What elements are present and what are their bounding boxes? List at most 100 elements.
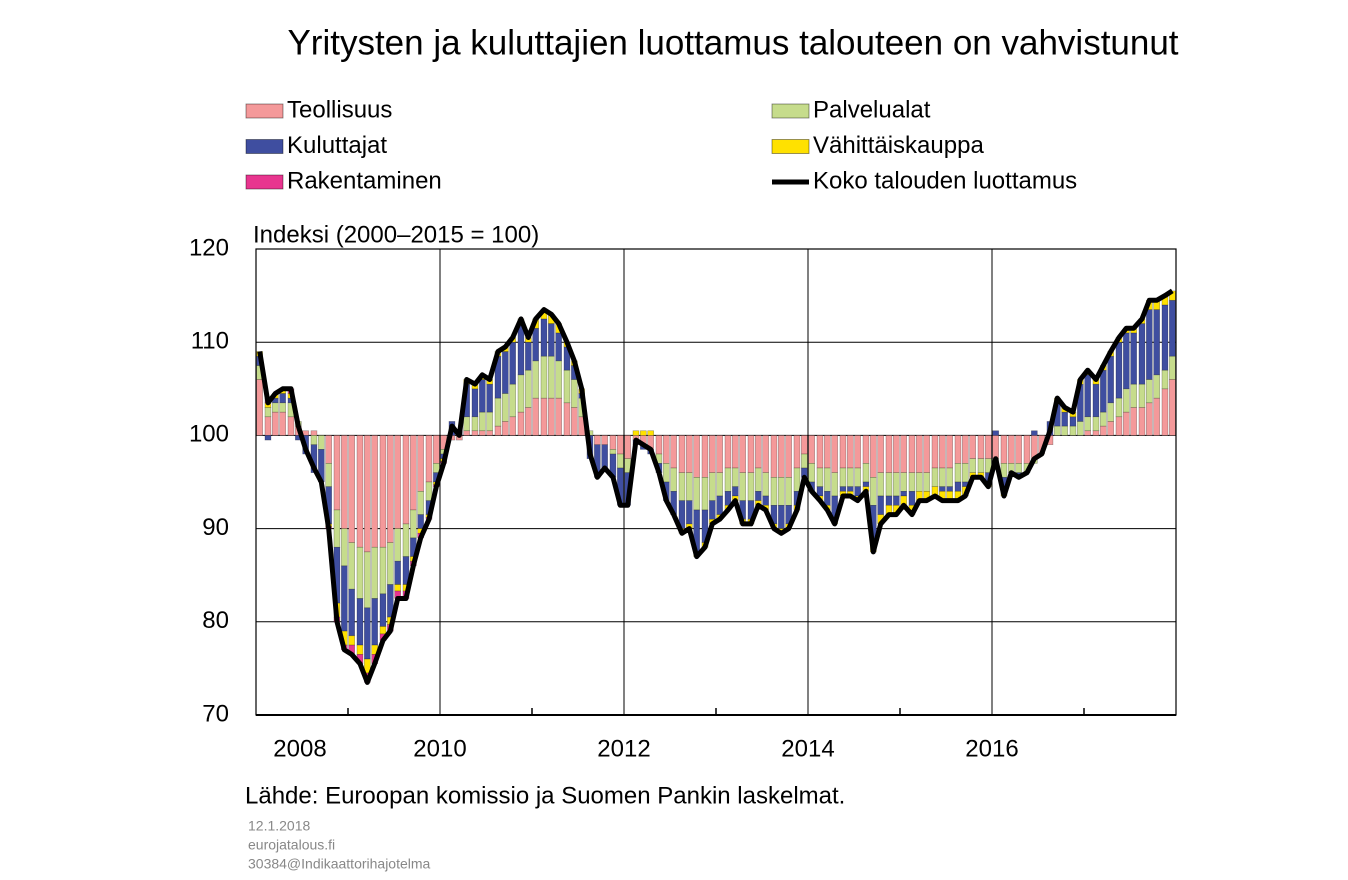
bar [1107,355,1114,404]
legend-label: Rakentaminen [287,167,442,194]
bar [433,435,440,464]
bar [816,435,824,469]
bar [609,435,617,450]
bar [394,435,401,529]
bar [877,495,884,515]
legend-swatch [771,103,810,119]
bar [624,435,631,459]
bar [824,467,831,492]
bar [1008,435,1015,464]
bar [1084,430,1091,436]
bar [348,435,355,543]
bar [1161,388,1169,436]
bar [486,383,493,413]
bar [394,584,401,592]
bar [1015,463,1022,473]
bar [854,467,861,487]
bar [847,486,854,492]
bar [923,472,930,492]
bar [433,463,440,473]
bar [486,430,493,436]
bar [824,435,831,469]
bar [946,467,953,487]
bar [762,495,769,506]
bar [778,435,785,478]
bar [463,430,470,436]
bar [264,416,272,436]
chart-title: Yritysten ja kuluttajien luottamus talou… [287,23,1178,62]
bar [739,472,746,501]
bar [279,402,286,413]
bar [992,435,999,459]
bar [655,435,663,455]
bar [1100,369,1107,413]
bar [701,435,709,478]
bar [862,481,870,487]
bar [939,435,946,469]
bar [716,472,723,497]
bar [962,463,969,483]
bar [417,514,424,529]
bar [778,504,785,529]
bar [1092,416,1100,432]
bar [463,416,470,432]
bar [670,435,677,469]
bar [747,435,755,473]
bar [310,430,318,436]
bar [410,509,417,539]
bar [425,435,433,483]
bar [709,472,716,501]
bar [601,435,608,446]
bar [908,472,916,492]
bar [716,495,723,515]
bar [701,477,709,511]
bar [1146,379,1153,404]
bar [356,598,364,646]
bar [525,341,532,371]
bar [425,481,433,501]
bar [816,467,824,487]
bar [555,360,562,399]
bar [479,411,486,432]
bar [640,430,647,436]
bar [617,453,624,469]
bar [916,435,923,473]
bar [893,495,900,506]
bar [732,486,739,497]
bar [739,435,746,473]
bar [471,388,479,418]
bar [678,472,686,501]
bar [732,467,739,487]
bar [885,435,893,473]
bar [977,435,985,459]
bar [325,463,332,487]
bar [724,435,732,469]
bar [364,435,371,553]
source: Lähde: Euroopan komissio ja Suomen Panki… [245,782,845,809]
bar [931,467,939,487]
bar [916,472,923,492]
bar [341,528,348,567]
bar [364,607,371,660]
bar [877,435,884,473]
bar [1146,402,1153,436]
footer-date: 12.1.2018 [248,818,310,834]
bar [333,435,341,511]
y-tick-label: 70 [202,700,229,727]
x-tick-label: 2012 [597,735,650,762]
y-tick-label: 80 [202,607,229,634]
bar [686,472,693,501]
bar [517,411,525,436]
bar [1023,435,1031,464]
bar [502,351,509,394]
bar [663,463,670,483]
bar [532,397,539,436]
bar [341,565,348,632]
bar [670,467,677,492]
bar [471,430,479,436]
bar [770,477,778,506]
bar [632,430,640,436]
bar [900,435,907,473]
bar [341,435,348,529]
bar [509,383,516,418]
